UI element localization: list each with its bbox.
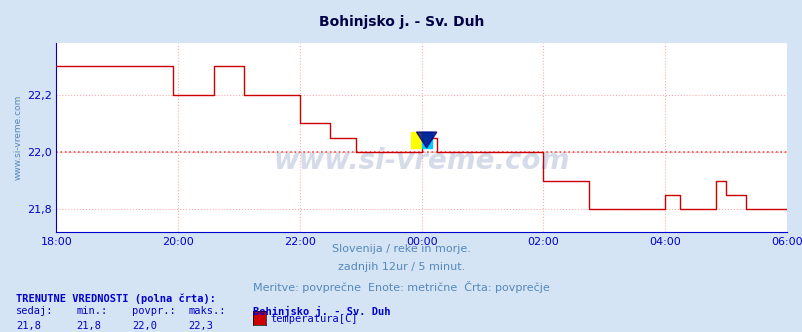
Bar: [411, 132, 421, 148]
Polygon shape: [416, 132, 436, 148]
Text: Meritve: povprečne  Enote: metrične  Črta: povprečje: Meritve: povprečne Enote: metrične Črta:…: [253, 281, 549, 292]
Text: min.:: min.:: [76, 306, 107, 316]
Text: TRENUTNE VREDNOSTI (polna črta):: TRENUTNE VREDNOSTI (polna črta):: [16, 294, 216, 304]
Y-axis label: www.si-vreme.com: www.si-vreme.com: [14, 95, 23, 181]
Text: Slovenija / reke in morje.: Slovenija / reke in morje.: [332, 244, 470, 254]
Text: maks.:: maks.:: [188, 306, 226, 316]
Text: temperatura[C]: temperatura[C]: [270, 314, 358, 324]
Text: Bohinjsko j. - Sv. Duh: Bohinjsko j. - Sv. Duh: [253, 306, 390, 317]
Text: 21,8: 21,8: [16, 321, 41, 331]
Text: povpr.:: povpr.:: [132, 306, 176, 316]
Text: www.si-vreme.com: www.si-vreme.com: [273, 147, 569, 175]
Bar: [421, 132, 431, 148]
Text: 21,8: 21,8: [76, 321, 101, 331]
Text: 22,0: 22,0: [132, 321, 157, 331]
Text: sedaj:: sedaj:: [16, 306, 54, 316]
Text: 22,3: 22,3: [188, 321, 213, 331]
Text: Bohinjsko j. - Sv. Duh: Bohinjsko j. - Sv. Duh: [318, 15, 484, 29]
Text: zadnjih 12ur / 5 minut.: zadnjih 12ur / 5 minut.: [338, 262, 464, 272]
